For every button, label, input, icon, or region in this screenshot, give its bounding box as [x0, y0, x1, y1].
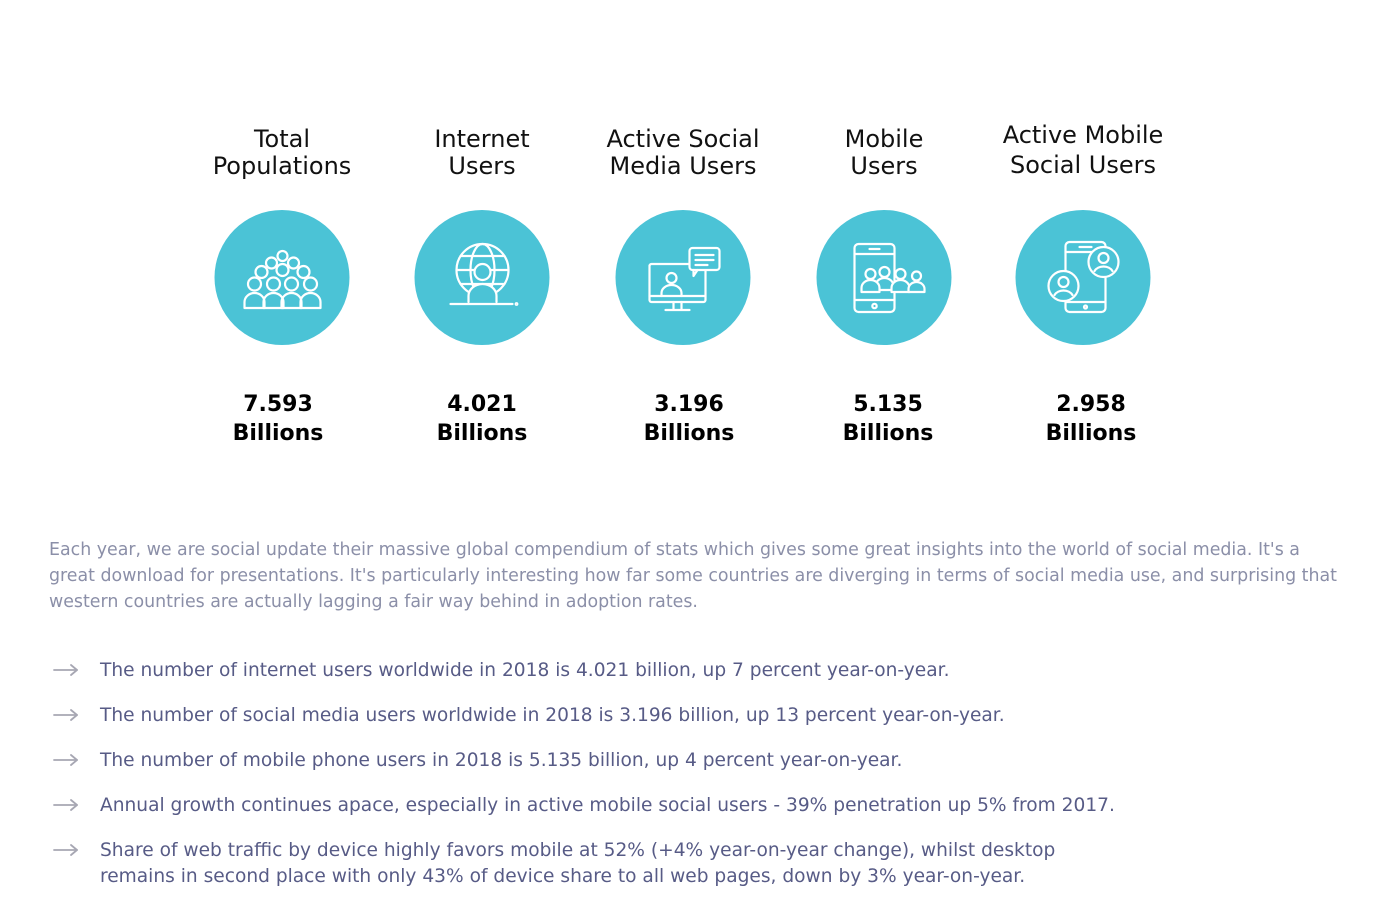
arrow-right-icon: [53, 754, 78, 766]
bullet-text: The number of social media users worldwi…: [100, 705, 1005, 726]
stat-unit: Billions: [1045, 421, 1137, 446]
arrow-right-icon: [53, 844, 78, 856]
stat-label: Active Mobile Social Users: [983, 122, 1183, 179]
list-item: The number of internet users worldwide i…: [52, 658, 1352, 684]
phone-group-icon: [852, 242, 926, 313]
stat-unit: Billions: [436, 421, 528, 446]
stat-value: 2.958 Billions: [991, 390, 1191, 448]
arrow-right-icon: [53, 664, 78, 676]
stat-label: Internet Users: [382, 126, 582, 180]
stat-label-line2: Users: [850, 152, 918, 180]
stat-label: Total Populations: [182, 126, 382, 180]
stat-number: 3.196: [654, 392, 724, 417]
stat-label-line1: Active Mobile: [1002, 121, 1164, 149]
stat-label-line1: Internet: [434, 125, 530, 153]
stat-number: 2.958: [1056, 392, 1126, 417]
stat-label-line2: Media Users: [609, 152, 757, 180]
stat-label: Active Social Media Users: [583, 126, 783, 180]
stat-number: 7.593: [243, 392, 313, 417]
arrow-right-icon: [53, 709, 78, 721]
bullet-text: The number of mobile phone users in 2018…: [100, 750, 903, 771]
stat-value: 5.135 Billions: [788, 390, 988, 448]
globe-user-icon: [448, 242, 518, 306]
stat-icon-circle: [1015, 210, 1151, 345]
list-item: The number of mobile phone users in 2018…: [52, 748, 1352, 774]
bullet-list: The number of internet users worldwide i…: [52, 658, 1352, 909]
stat-unit: Billions: [232, 421, 324, 446]
stat-number: 4.021: [447, 392, 517, 417]
stat-icon-circle: [816, 210, 952, 345]
list-item: The number of social media users worldwi…: [52, 703, 1352, 729]
monitor-chat-icon: [647, 246, 721, 311]
stat-value: 7.593 Billions: [178, 390, 378, 448]
stat-value: 3.196 Billions: [589, 390, 789, 448]
stat-label-line2: Users: [448, 152, 516, 180]
stat-label: Mobile Users: [784, 126, 984, 180]
bullet-text: Share of web traffic by device highly fa…: [100, 840, 1056, 887]
stat-label-line1: Active Social: [606, 125, 760, 153]
stat-label-line2: Social Users: [1010, 151, 1156, 179]
stat-icon-circle: [615, 210, 751, 345]
stat-icon-circle: [214, 210, 350, 345]
list-item: Share of web traffic by device highly fa…: [52, 838, 1352, 890]
stat-label-line2: Populations: [212, 152, 352, 180]
list-item: Annual growth continues apace, especiall…: [52, 793, 1352, 819]
stat-unit: Billions: [842, 421, 934, 446]
stat-label-line1: Mobile: [844, 125, 924, 153]
bullet-text: The number of internet users worldwide i…: [100, 660, 950, 681]
crowd-icon: [242, 249, 322, 309]
stat-icon-circle: [414, 210, 550, 345]
bullet-text: Annual growth continues apace, especiall…: [100, 795, 1115, 816]
stat-label-line1: Total: [253, 125, 311, 153]
phone-profiles-icon: [1046, 240, 1120, 313]
intro-paragraph: Each year, we are social update their ma…: [49, 540, 1337, 612]
stat-unit: Billions: [643, 421, 735, 446]
stat-value: 4.021 Billions: [382, 390, 582, 448]
stat-number: 5.135: [853, 392, 923, 417]
arrow-right-icon: [53, 799, 78, 811]
